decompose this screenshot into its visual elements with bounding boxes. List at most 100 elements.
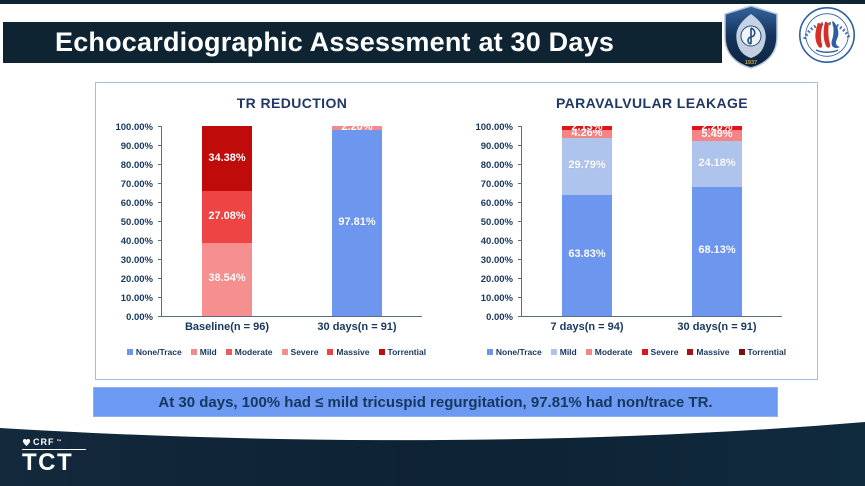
legend-label: Mild [199, 347, 217, 357]
bar-segment-severe [562, 125, 612, 131]
y-tick-label: 0.00% [486, 312, 513, 323]
summary-banner: At 30 days, 100% had ≤ mild tricuspid re… [93, 387, 778, 417]
y-tick-label: 90.00% [120, 141, 153, 152]
legend-swatch [585, 349, 592, 355]
x-axis-category-label: Baseline(n = 96) [184, 321, 270, 333]
bar-slot: 68.13% 24.18% 5.49% 2.20% [652, 121, 782, 316]
footer: CRF ™ TCT [0, 422, 865, 486]
y-tick-label: 60.00% [120, 198, 153, 209]
legend-swatch [687, 349, 694, 355]
page-title: Echocardiographic Assessment at 30 Days [55, 27, 615, 57]
title-bar: Echocardiographic Assessment at 30 Days [3, 22, 722, 63]
stacked-bar: 63.83% 29.79% 4.26% 2.13% [562, 121, 612, 316]
y-tick-label: 100.00% [475, 122, 513, 133]
legend-swatch [550, 349, 557, 355]
legend-item: Severe [641, 347, 679, 357]
y-tick-mark [518, 183, 522, 184]
x-axis-labels: Baseline(n = 96) 30 days(n = 91) [162, 321, 422, 333]
bar-segment-severe [692, 126, 742, 131]
y-tick-label: 80.00% [120, 160, 153, 171]
y-tick-mark [158, 183, 162, 184]
bar-slot: 63.83% 29.79% 4.26% 2.13% [522, 121, 652, 316]
bar-segment-massive [202, 191, 252, 243]
plot-area: 63.83% 29.79% 4.26% 2.13% 68.13% 24.18% 5.49% 2… [522, 121, 782, 317]
crf-row: CRF ™ [22, 437, 86, 447]
y-tick-label: 50.00% [120, 217, 153, 228]
legend-label: Severe [650, 347, 679, 357]
x-axis-labels: 7 days(n = 94) 30 days(n = 91) [522, 321, 782, 333]
y-tick-mark [518, 126, 522, 127]
y-tick-label: 20.00% [480, 274, 513, 285]
paravalvular-leakage-chart: PARAVALVULAR LEAKAGE 0.00% 10.00% 20.00% 30… [456, 83, 817, 379]
chart-title: TR REDUCTION [236, 95, 348, 111]
y-axis: 0.00% 10.00% 20.00% 30.00% 40.00% 50.00% 60.00… [96, 122, 162, 323]
legend: None/Trace Mild Moderate Severe Massive Torre… [96, 347, 457, 357]
top-accent-strip [0, 0, 865, 4]
bar-slot: 38.54% 27.08% 34.38% [162, 126, 292, 316]
legend-swatch [486, 349, 493, 355]
y-tick-label: 70.00% [480, 179, 513, 190]
y-tick-label: 30.00% [120, 255, 153, 266]
legend-label: None/Trace [135, 347, 182, 357]
y-tick-mark [518, 164, 522, 165]
bar-segment-none-trace [562, 194, 612, 316]
y-tick-label: 70.00% [120, 179, 153, 190]
y-tick-mark [158, 297, 162, 298]
y-tick-mark [158, 145, 162, 146]
bar-segment-mild [562, 138, 612, 195]
y-tick-mark [158, 278, 162, 279]
y-tick-mark [518, 278, 522, 279]
legend-item: Massive [687, 347, 730, 357]
y-tick-mark [158, 316, 162, 317]
y-tick-label: 20.00% [120, 274, 153, 285]
y-tick-mark [158, 221, 162, 222]
y-tick-label: 100.00% [115, 122, 153, 133]
y-tick-mark [158, 259, 162, 260]
y-tick-label: 30.00% [480, 255, 513, 266]
footer-wave [0, 422, 865, 486]
bar-segment-torrential [202, 126, 252, 192]
bar-segment-label: 29.79% [568, 159, 606, 172]
bar-segment-label: 68.13% [698, 244, 736, 257]
legend-label: Massive [336, 347, 370, 357]
legend-swatch [190, 349, 197, 355]
y-tick-label: 40.00% [480, 236, 513, 247]
crf-trademark: ™ [56, 439, 63, 445]
chart-title: PARAVALVULAR LEAKAGE [555, 95, 749, 111]
y-tick-label: 50.00% [480, 217, 513, 228]
y-tick-mark [518, 316, 522, 317]
legend-item: Torrential [378, 347, 426, 357]
bar-segment-label: 97.81% [338, 216, 376, 229]
legend: None/Trace Mild Moderate Severe Massive Torre… [456, 347, 817, 357]
tr-reduction-chart: TR REDUCTION 0.00% 10.00% 20.00% 30.00% 40.0… [96, 83, 457, 379]
legend-item: Mild [550, 347, 577, 357]
legend-label: Severe [290, 347, 319, 357]
y-tick-mark [518, 202, 522, 203]
legend-item: Moderate [225, 347, 273, 357]
chart-body: 0.00% 10.00% 20.00% 30.00% 40.00% 50.00% 60.00… [456, 121, 782, 323]
y-tick-label: 90.00% [480, 141, 513, 152]
legend-item: Massive [327, 347, 370, 357]
legend-label: Torrential [747, 347, 787, 357]
bar-segment-label: 63.83% [568, 248, 606, 261]
y-tick-mark [518, 297, 522, 298]
stacked-bar: 38.54% 27.08% 34.38% [202, 126, 252, 316]
y-tick-label: 0.00% [126, 312, 153, 323]
y-tick-mark [518, 145, 522, 146]
plot-area: 38.54% 27.08% 34.38% 97.81% 2.20% [162, 121, 422, 317]
bar-segment-none-trace [692, 186, 742, 316]
y-tick-mark [518, 259, 522, 260]
bar-segment-label: 34.38% [208, 151, 246, 164]
y-tick-mark [158, 202, 162, 203]
bar-segment-label: 2.13% [571, 121, 603, 134]
y-tick-mark [518, 240, 522, 241]
y-tick-label: 80.00% [480, 160, 513, 171]
chart-body: 0.00% 10.00% 20.00% 30.00% 40.00% 50.00% 60.00… [96, 121, 422, 323]
legend-swatch [225, 349, 232, 355]
bar-segment-mild [692, 140, 742, 187]
legend-swatch [738, 349, 745, 355]
y-tick-label: 40.00% [120, 236, 153, 247]
summary-banner-text: At 30 days, 100% had ≤ mild tricuspid re… [158, 393, 713, 411]
crf-heart-icon [22, 438, 31, 446]
